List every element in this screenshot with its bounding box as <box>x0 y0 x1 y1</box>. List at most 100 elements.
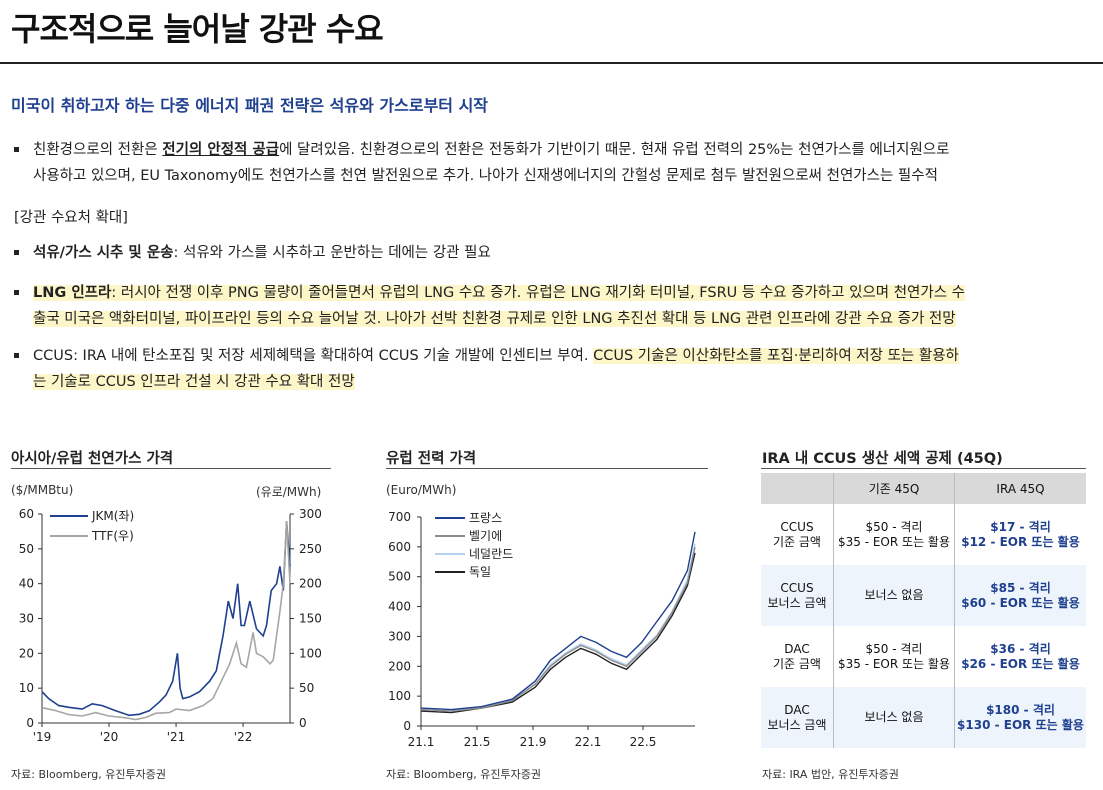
y-tick-label: 700 <box>388 510 411 524</box>
y-left-tick-label: 30 <box>19 612 34 626</box>
table-header-cell: IRA 45Q <box>954 473 1086 504</box>
current-45q-cell: 보너스 없음 <box>833 687 955 748</box>
chart2-title-rule <box>386 468 708 469</box>
row-label: DAC 보너스 금액 <box>761 687 834 748</box>
page-subtitle: 미국이 취하고자 하는 다중 에너지 패권 전략은 석유와 가스로부터 시작 <box>11 96 489 115</box>
highlighted-text: CCUS 기술은 이산화탄소를 포집·분리하여 저장 또는 활용하 <box>593 348 959 364</box>
row-label: DAC 기준 금액 <box>773 641 821 671</box>
series-line-JKM(좌) <box>41 520 291 717</box>
bullet-paragraph-2: 석유/가스 시추 및 운송: 석유와 가스를 시추하고 운반하는 데에는 강관 … <box>14 240 1089 266</box>
chart1-right-unit: (유로/MWh) <box>256 485 322 499</box>
series-line-독일 <box>420 552 696 714</box>
table-title-rule <box>761 468 1086 469</box>
ira-45q-cell: $17 - 격리 $12 - EOR 또는 활용 <box>954 504 1086 565</box>
page-title: 구조적으로 늘어날 강관 수요 <box>11 10 384 48</box>
ira-45q-cell: $85 - 격리 $60 - EOR 또는 활용 <box>954 565 1086 626</box>
legend-label: 네덜란드 <box>469 547 513 561</box>
chart1-plot: 0 10 20 30 40 50 60 0 50 100 150 200 250 300 '19 '20 '21… <box>19 507 322 744</box>
y-left-tick-label: 40 <box>19 577 34 591</box>
y-left-tick-label: 20 <box>19 646 34 660</box>
paragraph-line: 사용하고 있으며, EU Taxonomy에도 천연가스를 천연 발전원으로 추… <box>33 168 938 184</box>
bullet-paragraph-4: CCUS: IRA 내에 탄소포집 및 저장 세제혜택을 확대하여 CCUS 기… <box>14 343 1089 395</box>
table-header-row: 기존 45Q IRA 45Q <box>761 473 1086 504</box>
series-line-프랑스 <box>420 531 696 711</box>
table-header-cell: 기존 45Q <box>833 473 955 504</box>
y-right-tick-label: 200 <box>299 577 322 591</box>
x-tick-label: 22.5 <box>630 735 657 749</box>
bullet-marker <box>14 353 19 358</box>
bullet-paragraph-3: LNG 인프라: 러시아 전쟁 이후 PNG 물량이 줄어들면서 유럽의 LNG… <box>14 280 1089 332</box>
table-header-cell <box>761 473 834 504</box>
x-tick-label: '22 <box>234 730 253 744</box>
table-source: 자료: IRA 법안, 유진투자증권 <box>762 768 899 781</box>
x-tick-label: 21.9 <box>520 735 547 749</box>
chart1-left-unit: ($/MMBtu) <box>11 483 74 497</box>
y-right-tick-label: 100 <box>299 646 322 660</box>
x-tick-label: '19 <box>33 730 52 744</box>
y-tick-label: 200 <box>388 659 411 673</box>
y-left-tick-label: 50 <box>19 542 34 556</box>
x-tick-label: 21.1 <box>408 735 435 749</box>
y-left-tick-label: 60 <box>19 507 34 521</box>
legend-label: 독일 <box>469 565 491 579</box>
chart1-title: 아시아/유럽 천연가스 가격 <box>11 451 174 467</box>
x-tick-label: '20 <box>100 730 119 744</box>
bullet-paragraph-1: 친환경으로의 전환은 전기의 안정적 공급에 달려있음. 친환경으로의 전환은 … <box>14 137 1089 189</box>
title-divider <box>0 62 1103 64</box>
chart2-title: 유럽 전력 가격 <box>386 451 477 467</box>
bullet-heading: 석유/가스 시추 및 운송 <box>33 245 174 261</box>
row-label: CCUS 기준 금액 <box>773 519 821 549</box>
legend-label: JKM(좌) <box>91 509 134 523</box>
bullet-body: : 석유와 가스를 시추하고 운반하는 데에는 강관 필요 <box>173 245 491 261</box>
y-right-tick-label: 250 <box>299 542 322 556</box>
y-left-tick-label: 0 <box>26 716 34 730</box>
ira-45q-cell: $36 - 격리 $26 - EOR 또는 활용 <box>954 626 1086 687</box>
bullet-marker <box>14 290 19 295</box>
chart1-source: 자료: Bloomberg, 유진투자증권 <box>11 768 166 781</box>
y-right-tick-label: 0 <box>299 716 307 730</box>
chart1-title-rule <box>11 468 331 469</box>
current-45q-cell: $50 - 격리 $35 - EOR 또는 활용 <box>833 626 955 687</box>
y-left-tick-label: 10 <box>19 681 34 695</box>
bullet-marker <box>14 250 19 255</box>
x-tick-label: 21.5 <box>464 735 491 749</box>
series-line-네덜란드 <box>420 543 696 712</box>
underlined-text: 전기의 안정적 공급 <box>162 142 280 158</box>
y-right-tick-label: 150 <box>299 612 322 626</box>
chart2-unit: (Euro/MWh) <box>386 483 457 497</box>
table-row: DAC 기준 금액 $50 - 격리 $35 - EOR 또는 활용 $36 - 격… <box>761 626 1086 687</box>
y-tick-label: 0 <box>403 719 411 733</box>
table-title: IRA 내 CCUS 생산 세액 공제 (45Q) <box>762 451 1003 467</box>
bullet-body: 출국 미국은 액화터미널, 파이프라인 등의 수요 늘어날 것. 나아가 선박 … <box>33 311 956 327</box>
current-45q-cell: $50 - 격리 $35 - EOR 또는 활용 <box>833 504 955 565</box>
legend-label: TTF(우) <box>91 529 134 543</box>
paragraph-line: 친환경으로의 전환은 전기의 안정적 공급에 달려있음. 친환경으로의 전환은 … <box>33 142 950 158</box>
table-row: CCUS 보너스 금액 보너스 없음 $85 - 격리 $60 - EOR 또는 활… <box>761 565 1086 626</box>
table-row: DAC 보너스 금액 보너스 없음 $180 - 격리 $130 - EOR 또는 … <box>761 687 1086 748</box>
legend-label: 벨기에 <box>469 529 502 543</box>
ira-45q-table: 기존 45Q IRA 45Q CCUS 기준 금액 $50 - 격리 $35 - E… <box>761 473 1086 748</box>
highlighted-text: 는 기술로 CCUS 인프라 건설 시 강관 수요 확대 전망 <box>33 374 355 390</box>
y-tick-label: 600 <box>388 540 411 554</box>
x-tick-label: 22.1 <box>575 735 602 749</box>
bullet-marker <box>14 147 19 152</box>
bullet-body: CCUS: IRA 내에 탄소포집 및 저장 세제혜택을 확대하여 CCUS 기… <box>33 348 594 364</box>
table-row: CCUS 기준 금액 $50 - 격리 $35 - EOR 또는 활용 $17 - … <box>761 504 1086 565</box>
series-line-TTF(우) <box>41 520 291 721</box>
bullet-heading: LNG 인프라 <box>33 285 112 301</box>
y-tick-label: 500 <box>388 570 411 584</box>
ira-45q-cell: $180 - 격리 $130 - EOR 또는 활용 <box>954 687 1086 748</box>
chart2-source: 자료: Bloomberg, 유진투자증권 <box>386 768 541 781</box>
y-right-tick-label: 50 <box>299 681 314 695</box>
y-right-tick-label: 300 <box>299 507 322 521</box>
current-45q-cell: 보너스 없음 <box>833 565 955 626</box>
y-tick-label: 400 <box>388 600 411 614</box>
legend-label: 프랑스 <box>469 511 502 525</box>
chart2-plot: 0 100 200 300 400 500 600 700 21.1 21.5 21.9 22.1 22… <box>388 510 696 749</box>
section-heading: [강관 수요처 확대] <box>14 210 128 226</box>
series-line-벨기에 <box>420 546 696 712</box>
bullet-body: : 러시아 전쟁 이후 PNG 물량이 줄어들면서 유럽의 LNG 수요 증가.… <box>111 285 966 301</box>
y-tick-label: 300 <box>388 629 411 643</box>
y-tick-label: 100 <box>388 689 411 703</box>
row-label: CCUS 보너스 금액 <box>761 565 834 626</box>
